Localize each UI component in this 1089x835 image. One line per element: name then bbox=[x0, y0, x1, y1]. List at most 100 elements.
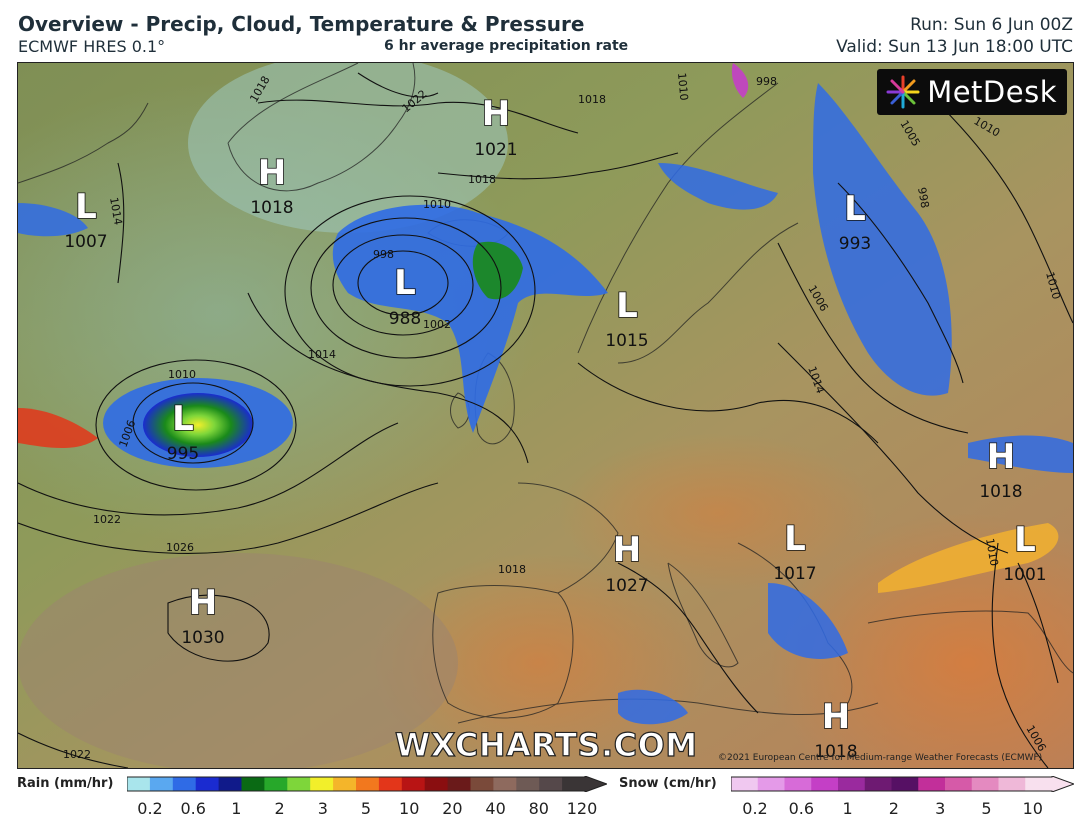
snow-colorbar-swatch bbox=[918, 777, 946, 791]
low-pressure-letter: L bbox=[1014, 520, 1036, 560]
rain-area-scandinavia bbox=[658, 163, 778, 210]
warm-east-area bbox=[768, 513, 1073, 768]
rain-colorbar-swatch bbox=[127, 777, 151, 791]
precipitation-areas bbox=[18, 63, 1073, 725]
snow-colorbar-swatch bbox=[784, 777, 812, 791]
pressure-value: 1018 bbox=[814, 742, 857, 762]
isobar-1030-azores bbox=[167, 594, 270, 662]
rain-colorbar-swatch bbox=[333, 777, 357, 791]
snow-colorbar-swatch bbox=[731, 777, 759, 791]
rain-legend-tick: 10 bbox=[399, 799, 420, 818]
rain-colorbar-swatch bbox=[218, 777, 242, 791]
map-canvas: 1018 1022 1018 1014 1010 998 1002 1014 1… bbox=[18, 63, 1073, 768]
rain-colorbar-swatch bbox=[516, 777, 540, 791]
snow-colorbar-swatch bbox=[945, 777, 973, 791]
snow-legend-tick: 10 bbox=[1022, 799, 1043, 818]
france-coast bbox=[517, 482, 619, 594]
turkey-coast bbox=[867, 610, 1073, 674]
high-pressure-letter: H bbox=[482, 94, 510, 134]
italy-coast bbox=[667, 562, 739, 668]
pressure-value: 1030 bbox=[181, 628, 224, 648]
brand-name: MetDesk bbox=[927, 75, 1057, 109]
rain-legend-tick: 40 bbox=[485, 799, 506, 818]
isobar-1014-newfoundland bbox=[117, 162, 125, 284]
iberia-coast bbox=[432, 585, 574, 719]
low-pressure-letter: L bbox=[616, 286, 638, 326]
pressure-value: 988 bbox=[389, 309, 421, 329]
pressure-value: 1007 bbox=[64, 232, 107, 252]
rain-legend-tick: 1 bbox=[231, 799, 242, 818]
low-pressure-system: L 995 bbox=[167, 398, 199, 464]
pressure-value: 1001 bbox=[1003, 565, 1046, 585]
rain-area-caucasus bbox=[968, 435, 1073, 473]
isobar-label: 1018 bbox=[578, 93, 606, 106]
rain-colorbar-arrow bbox=[585, 776, 607, 792]
snow-colorbar bbox=[731, 776, 1074, 792]
pressure-value: 1021 bbox=[474, 140, 517, 160]
high-pressure-letter: H bbox=[189, 583, 217, 623]
valid-time: Valid: Sun 13 Jun 18:00 UTC bbox=[836, 37, 1073, 57]
high-pressure-letter: H bbox=[987, 437, 1015, 477]
snow-colorbar-swatch bbox=[891, 777, 919, 791]
isobar-995-ring-1 bbox=[132, 382, 254, 464]
snow-colorbar-swatch bbox=[971, 777, 999, 791]
isobar-988-ring-1 bbox=[357, 250, 449, 316]
pressure-value: 993 bbox=[839, 234, 871, 254]
metdesk-burst-icon bbox=[886, 75, 920, 109]
high-pressure-system: H 1018 bbox=[979, 436, 1022, 502]
low-pressure-system: L 988 bbox=[389, 262, 421, 329]
isobar-1010-east bbox=[937, 102, 1073, 324]
low-pressure-system: L 993 bbox=[839, 188, 871, 254]
cool-greenland-area bbox=[188, 63, 508, 233]
isobar-988-ring-3 bbox=[310, 217, 502, 359]
high-pressure-system: H 1027 bbox=[605, 529, 648, 596]
snow-legend-tick: 2 bbox=[888, 799, 899, 818]
snow-colorbar-swatch bbox=[811, 777, 839, 791]
rain-legend-tick: 120 bbox=[566, 799, 598, 818]
rain-colorbar-swatch bbox=[470, 777, 494, 791]
isobar-1010-scandinavia bbox=[577, 362, 879, 444]
rain-legend-tick: 0.2 bbox=[137, 799, 163, 818]
low-pressure-letter: L bbox=[172, 399, 194, 439]
low-pressure-system: L 1001 bbox=[1003, 519, 1046, 585]
rain-core-atlantic-low bbox=[143, 393, 253, 457]
isobar-label: 1010 bbox=[983, 537, 1001, 567]
rain-colorbar-swatch bbox=[562, 777, 586, 791]
isobar-label: 1014 bbox=[107, 196, 125, 226]
model-label: ECMWF HRES 0.1° bbox=[18, 37, 166, 56]
pressure-value: 1027 bbox=[605, 576, 648, 596]
rain-colorbar-swatch bbox=[493, 777, 517, 791]
isobar-988-ring-2 bbox=[332, 234, 474, 336]
high-pressure-system: H 1018 bbox=[814, 696, 857, 762]
rain-area-newfoundland bbox=[18, 203, 88, 237]
snow-colorbar-swatch bbox=[838, 777, 866, 791]
rain-colorbar-swatch bbox=[539, 777, 563, 791]
snow-colorbar-arrow bbox=[1052, 776, 1074, 792]
rain-colorbar-swatch bbox=[447, 777, 471, 791]
isobar-label: 998 bbox=[915, 186, 931, 209]
rain-legend-tick: 3 bbox=[317, 799, 328, 818]
rain-colorbar-swatch bbox=[287, 777, 311, 791]
snow-legend-tick: 0.2 bbox=[742, 799, 768, 818]
isobar-label: 998 bbox=[373, 248, 394, 261]
rain-colorbar-outline bbox=[127, 776, 607, 792]
snow-legend-tick: 3 bbox=[935, 799, 946, 818]
rain-band-west-edge bbox=[18, 408, 98, 448]
rain-legend-title: Rain (mm/hr) bbox=[17, 776, 114, 791]
chart-title: Overview - Precip, Cloud, Temperature & … bbox=[18, 12, 585, 36]
rain-colorbar-swatch bbox=[401, 777, 426, 791]
isobar-label: 1022 bbox=[93, 513, 121, 526]
weather-map[interactable]: 1018 1022 1018 1014 1010 998 1002 1014 1… bbox=[17, 62, 1074, 769]
isobar-1006-east-edge bbox=[1017, 562, 1059, 684]
isobar-label: 1018 bbox=[468, 173, 496, 186]
snow-legend-title: Snow (cm/hr) bbox=[619, 776, 717, 791]
product-label: 6 hr average precipitation rate bbox=[384, 38, 629, 54]
rain-colorbar-swatch bbox=[149, 777, 174, 791]
rain-legend-tick: 80 bbox=[528, 799, 549, 818]
isobar-1010-turkey bbox=[991, 542, 1049, 768]
isobar-1018-north bbox=[257, 99, 579, 134]
isobar-1022-greenland bbox=[357, 72, 439, 98]
rain-colorbar-swatch bbox=[264, 777, 288, 791]
rain-colorbar-swatch bbox=[195, 777, 220, 791]
low-pressure-letter: L bbox=[75, 187, 97, 227]
